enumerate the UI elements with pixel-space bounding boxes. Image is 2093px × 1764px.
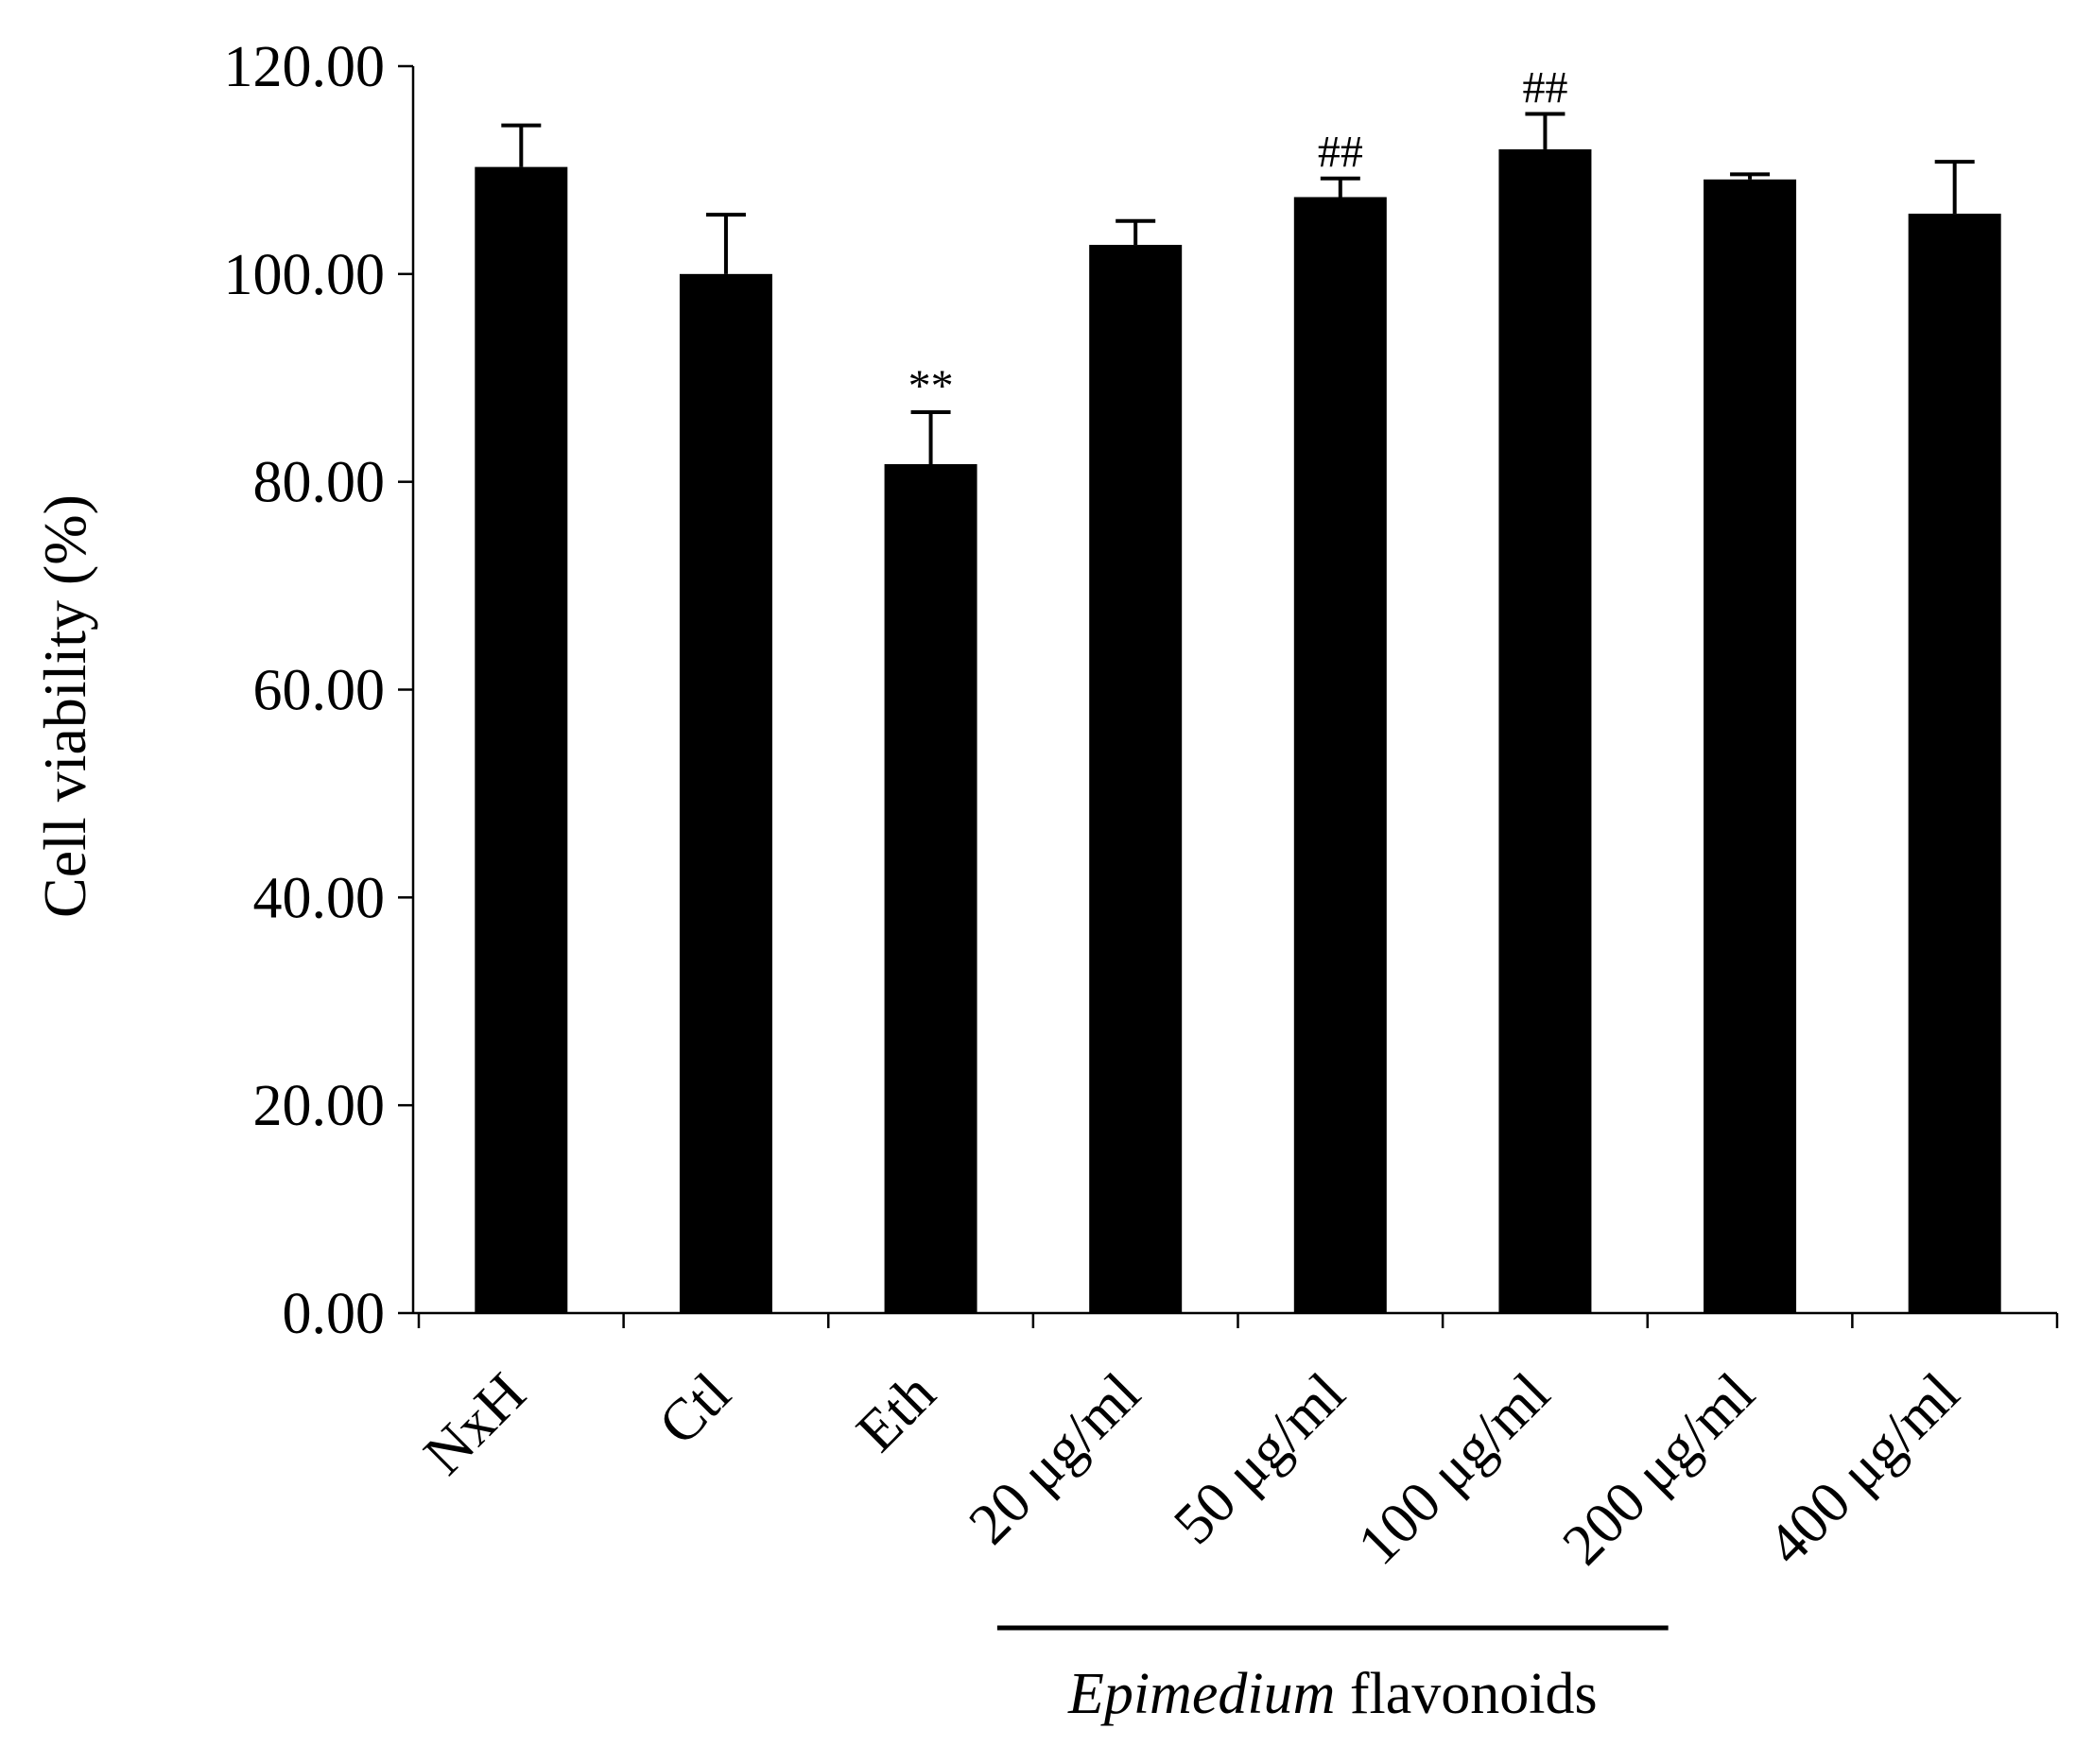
x-tick-label: NxH (412, 1361, 538, 1487)
x-tick-label: 50 μg/ml (1162, 1361, 1358, 1557)
bar (1908, 214, 2001, 1313)
significance-marker: ## (1522, 63, 1567, 113)
y-tick-label: 60.00 (253, 659, 386, 723)
x-tick-label: 100 μg/ml (1346, 1361, 1563, 1578)
group-bracket: Epimedium flavonoids (996, 1625, 1669, 1726)
significance-annotations: ** ## ## (908, 63, 1568, 411)
y-axis-label: Cell viability (%) (31, 494, 98, 918)
significance-marker: ** (908, 361, 954, 411)
x-tick-label: 200 μg/ml (1550, 1361, 1767, 1578)
bar (1704, 179, 1797, 1313)
bar (1498, 148, 1592, 1313)
y-tick-label: 0.00 (283, 1282, 386, 1346)
bars (475, 148, 2001, 1314)
x-tick-label: Ctl (647, 1361, 743, 1458)
bar (1293, 197, 1387, 1313)
significance-marker: ## (1318, 128, 1363, 178)
bar (679, 273, 772, 1313)
bar (1089, 245, 1183, 1314)
y-tick-label: 80.00 (253, 451, 386, 515)
x-tick-label: 20 μg/ml (957, 1361, 1152, 1557)
bar (475, 166, 568, 1314)
y-tick-label: 100.00 (224, 243, 386, 307)
bar (884, 463, 977, 1313)
y-tick-label: 40.00 (253, 866, 386, 930)
x-tick-label: Eth (844, 1361, 947, 1464)
group-label: Epimedium flavonoids (1067, 1662, 1598, 1726)
y-tick-label: 120.00 (224, 35, 386, 99)
x-tick-label: 400 μg/ml (1756, 1361, 1972, 1578)
y-axis: 0.00 20.00 40.00 60.00 80.00 100.00 120.00 (224, 35, 415, 1346)
error-bars (501, 112, 1975, 464)
y-tick-label: 20.00 (253, 1074, 386, 1138)
